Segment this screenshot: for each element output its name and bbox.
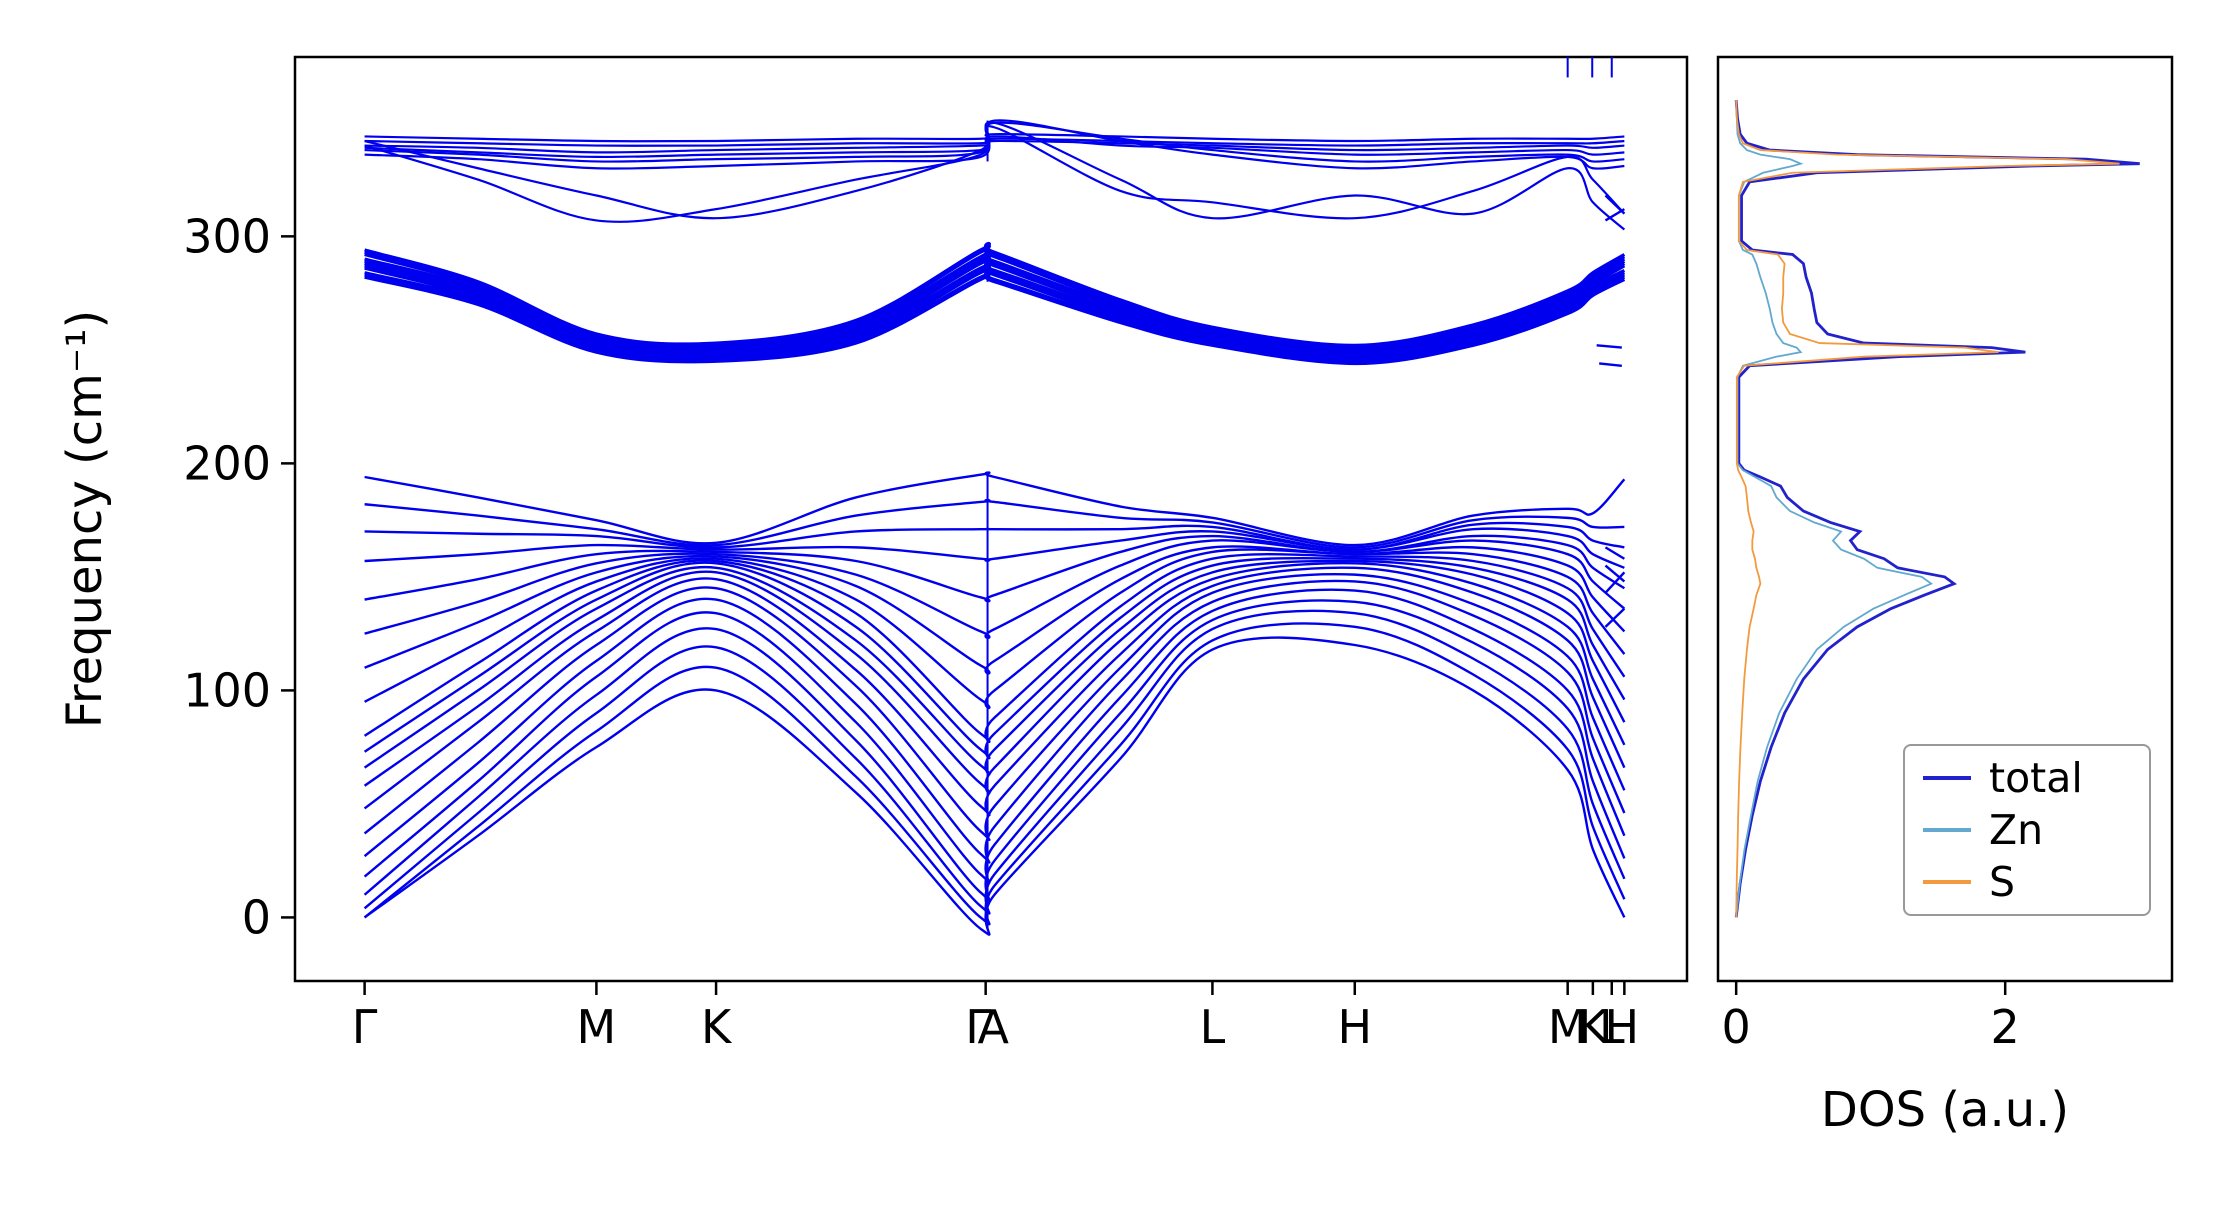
dos-curve-s xyxy=(1735,100,2120,918)
dos-x-tick-label: 2 xyxy=(1991,1000,2020,1054)
legend-label-s: S xyxy=(1989,857,2016,906)
phonon-band-line xyxy=(364,119,1625,170)
phonon-band-line xyxy=(364,548,1626,710)
phonon-band-line xyxy=(364,539,1626,639)
k-point-label: H xyxy=(1605,1000,1640,1054)
phonon-band-line xyxy=(364,253,1626,354)
phonon-band-line xyxy=(364,137,1625,147)
y-tick-label: 300 xyxy=(183,209,271,263)
phonon-band-line xyxy=(364,527,1625,569)
k-point-label: A xyxy=(977,1000,1009,1054)
band-fragment-line xyxy=(1599,362,1622,367)
k-point-label: Γ xyxy=(965,1000,991,1054)
phonon-band-line xyxy=(364,133,1625,143)
phonon-band-line xyxy=(363,622,1626,926)
k-point-label: K xyxy=(701,1000,733,1054)
phonon-band-line xyxy=(364,269,1626,363)
dos-x-tick-label: 0 xyxy=(1722,1000,1751,1054)
y-tick-label: 0 xyxy=(242,890,271,944)
dos-curve-zn xyxy=(1735,100,1934,918)
phonon-band-line xyxy=(363,588,1626,884)
band-fragment-line xyxy=(1604,564,1626,583)
phonon-band-line xyxy=(363,559,1626,776)
phonon-band-line xyxy=(364,241,1626,347)
y-tick-label: 100 xyxy=(183,663,271,717)
legend-swatch-s xyxy=(1923,880,1971,884)
phonon-band-line xyxy=(364,139,1625,154)
phonon-band-line xyxy=(363,579,1626,864)
band-fragment-line xyxy=(1604,607,1626,628)
phonon-band-line xyxy=(363,636,1626,936)
phonon-band-line xyxy=(364,534,1626,603)
legend-item-s: S xyxy=(1905,857,2149,906)
phonon-band-line xyxy=(364,260,1626,359)
band-fragment-line xyxy=(1604,546,1625,560)
y-tick-label: 200 xyxy=(183,436,271,490)
phonon-band-line xyxy=(364,498,1625,549)
legend-item-total: total xyxy=(1905,753,2149,802)
phonon-band-line xyxy=(364,545,1626,675)
dos-axis-label: DOS (a.u.) xyxy=(1820,1082,2070,1138)
phonon-band-line xyxy=(363,553,1626,743)
band-fragment-line xyxy=(1596,344,1622,349)
phonon-band-line xyxy=(364,247,1626,352)
band-fragment-line xyxy=(1604,194,1626,215)
phonon-band-line xyxy=(364,244,1626,350)
phonon-band-line xyxy=(364,262,1626,361)
band-panel-frame xyxy=(293,55,1689,983)
phonon-band-line xyxy=(363,599,1626,902)
phonon-band-line xyxy=(364,272,1626,366)
band-fragment-line xyxy=(1604,571,1626,594)
legend-swatch-zn xyxy=(1923,828,1971,832)
dos-panel-frame xyxy=(1716,55,2174,983)
phonon-band-line xyxy=(363,566,1626,817)
phonon-band-line xyxy=(364,121,1626,231)
legend-swatch-total xyxy=(1923,776,1971,780)
legend-label-total: total xyxy=(1989,753,2083,802)
legend-label-zn: Zn xyxy=(1989,805,2044,854)
phonon-band-line xyxy=(363,561,1626,795)
phonon-band-line xyxy=(364,135,1625,159)
legend-item-zn: Zn xyxy=(1905,805,2149,854)
k-point-label: L xyxy=(1200,1000,1226,1054)
phonon-band-line xyxy=(363,609,1626,915)
legend: total Zn S xyxy=(1903,744,2151,916)
k-point-label: M xyxy=(1548,1000,1588,1054)
k-point-label: L xyxy=(1599,1000,1625,1054)
k-point-label: H xyxy=(1337,1000,1372,1054)
phonon-band-line xyxy=(364,121,1625,163)
k-point-label: Γ xyxy=(352,1000,378,1054)
phonon-band-line xyxy=(363,573,1626,841)
k-point-label: M xyxy=(577,1000,617,1054)
k-point-label: K xyxy=(1578,1000,1610,1054)
phonon-band-line xyxy=(363,556,1626,760)
y-axis-label: Frequency (cm⁻¹) xyxy=(57,309,113,729)
phonon-band-line xyxy=(364,521,1625,551)
phonon-band-line xyxy=(364,471,1626,547)
